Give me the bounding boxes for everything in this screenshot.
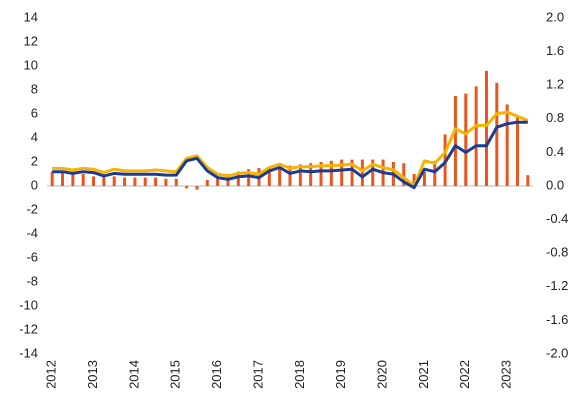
x-tick-label: 2012 [44, 360, 59, 389]
x-tick-label: 2022 [457, 360, 472, 389]
y-tick-label: -10 [19, 297, 38, 312]
bar [298, 164, 302, 186]
bar [236, 171, 240, 186]
y2-tick-label: -2.0 [546, 345, 568, 360]
line [52, 120, 528, 190]
y2-tick-label: -1.2 [546, 278, 568, 293]
y-tick-label: 10 [24, 57, 38, 72]
bar [319, 162, 323, 186]
bar [174, 178, 178, 186]
y-tick-label: -12 [19, 321, 38, 336]
bar [484, 70, 488, 186]
bar [360, 159, 364, 186]
bar [453, 96, 457, 186]
bar [185, 186, 189, 189]
bar [267, 166, 271, 186]
y2-tick-label: -0.8 [546, 245, 568, 260]
x-tick-label: 2015 [168, 360, 183, 389]
bar [92, 176, 96, 186]
bar [143, 177, 147, 186]
y2-tick-label: -0.4 [546, 211, 568, 226]
bar [205, 180, 209, 186]
bar [154, 177, 158, 186]
bar [474, 86, 478, 186]
y2-tick-label: 2.0 [546, 9, 564, 24]
bar [412, 174, 416, 186]
bar [50, 171, 54, 186]
bar [464, 93, 468, 186]
y-tick-label: 4 [31, 129, 38, 144]
x-tick-label: 2017 [250, 360, 265, 389]
bar [309, 163, 313, 186]
y2-tick-label: 0.0 [546, 177, 564, 192]
bar [112, 176, 116, 186]
bar [329, 160, 333, 186]
y-tick-label: 8 [31, 81, 38, 96]
y2-tick-label: 1.6 [546, 43, 564, 58]
bar [433, 160, 437, 186]
bar [71, 174, 75, 186]
y-tick-label: 0 [31, 177, 38, 192]
x-tick-label: 2018 [292, 360, 307, 389]
y-tick-label: -2 [26, 201, 38, 216]
y-tick-label: 6 [31, 105, 38, 120]
bar [164, 178, 168, 186]
bar [515, 116, 519, 186]
y2-tick-label: -1.6 [546, 312, 568, 327]
bar [247, 169, 251, 186]
y-tick-label: -8 [26, 273, 38, 288]
bar [102, 176, 106, 186]
x-tick-label: 2016 [209, 360, 224, 389]
y-tick-label: -14 [19, 345, 38, 360]
y-tick-label: 12 [24, 33, 38, 48]
bar [422, 171, 426, 186]
line [52, 110, 529, 188]
bar [505, 104, 509, 186]
bar [278, 166, 282, 186]
x-tick-label: 2020 [375, 360, 390, 389]
bar [216, 177, 220, 186]
bar [402, 163, 406, 186]
x-tick-label: 2013 [85, 360, 100, 389]
bar [350, 159, 354, 186]
x-tick-label: 2019 [333, 360, 348, 389]
y-tick-label: -4 [26, 225, 38, 240]
bar [495, 82, 499, 186]
y-tick-label: -6 [26, 249, 38, 264]
bar [526, 175, 530, 186]
y-tick-label: 14 [24, 9, 38, 24]
x-tick-label: 2014 [126, 360, 141, 389]
y2-tick-label: 1.2 [546, 77, 564, 92]
bar [61, 172, 65, 186]
y2-tick-label: 0.4 [546, 144, 564, 159]
y2-tick-label: 0.8 [546, 110, 564, 125]
bar [340, 159, 344, 186]
bar [133, 177, 137, 186]
bar [81, 174, 85, 186]
bar [195, 186, 199, 190]
bar [371, 159, 375, 186]
bar [123, 177, 127, 186]
x-tick-label: 2023 [499, 360, 514, 389]
y-tick-label: 2 [31, 153, 38, 168]
x-tick-label: 2021 [416, 360, 431, 389]
bar [288, 165, 292, 186]
